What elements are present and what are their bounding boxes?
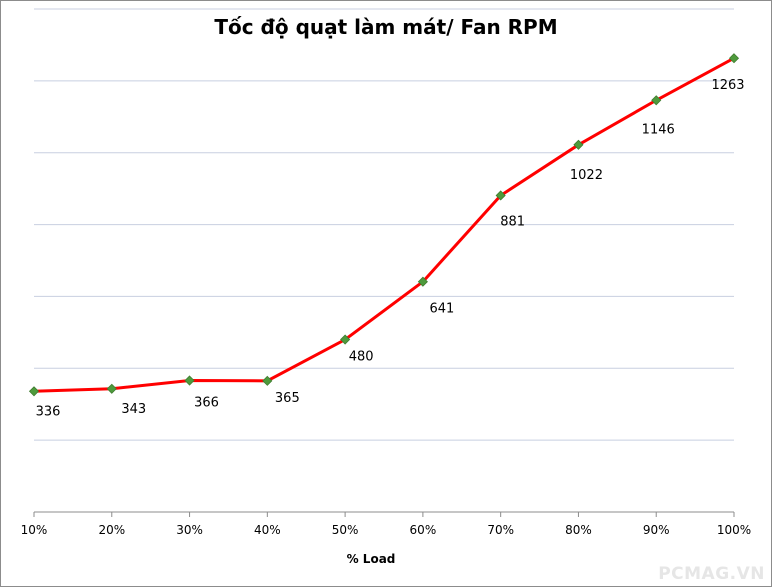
data-label: 1263 xyxy=(711,78,744,93)
x-tick-label: 80% xyxy=(565,523,592,537)
x-tick-label: 10% xyxy=(21,523,48,537)
x-tick-label: 100% xyxy=(717,523,751,537)
data-label: 641 xyxy=(429,302,454,317)
series-line xyxy=(33,56,735,393)
data-label: 1022 xyxy=(570,168,603,183)
data-label: 343 xyxy=(121,402,146,417)
watermark-logo: PCMAG.VN xyxy=(658,564,765,584)
data-label: 1146 xyxy=(642,122,675,137)
x-tick-label: 60% xyxy=(410,523,437,537)
x-tick-label: 90% xyxy=(643,523,670,537)
data-point xyxy=(106,383,117,394)
data-point xyxy=(28,386,40,397)
gridlines xyxy=(34,8,734,441)
x-tick-label: 30% xyxy=(176,523,203,537)
data-point xyxy=(495,190,506,201)
data-point xyxy=(262,375,273,386)
data-point xyxy=(651,95,662,106)
x-axis: 10% 20% 30% 40% 50% 60% 70% 80% 90% 100% xyxy=(21,511,751,537)
chart-title: Tốc độ quạt làm mát/ Fan RPM xyxy=(214,15,557,39)
data-point xyxy=(728,53,740,64)
data-label: 480 xyxy=(349,350,374,365)
data-point xyxy=(573,139,584,150)
data-label: 336 xyxy=(36,404,61,419)
x-axis-title: % Load xyxy=(347,552,396,566)
data-label: 366 xyxy=(194,396,219,411)
x-tick-label: 70% xyxy=(487,523,514,537)
series-fan-rpm xyxy=(28,53,740,397)
x-tick-label: 40% xyxy=(254,523,281,537)
data-point xyxy=(417,276,428,287)
x-tick-label: 20% xyxy=(98,523,125,537)
data-label: 881 xyxy=(500,214,525,229)
x-tick-label: 50% xyxy=(332,523,359,537)
data-point xyxy=(340,334,351,345)
data-labels: 336 343 366 365 480 641 881 1022 1146 1263 xyxy=(36,78,745,419)
data-point xyxy=(184,375,195,386)
data-label: 365 xyxy=(275,391,300,406)
